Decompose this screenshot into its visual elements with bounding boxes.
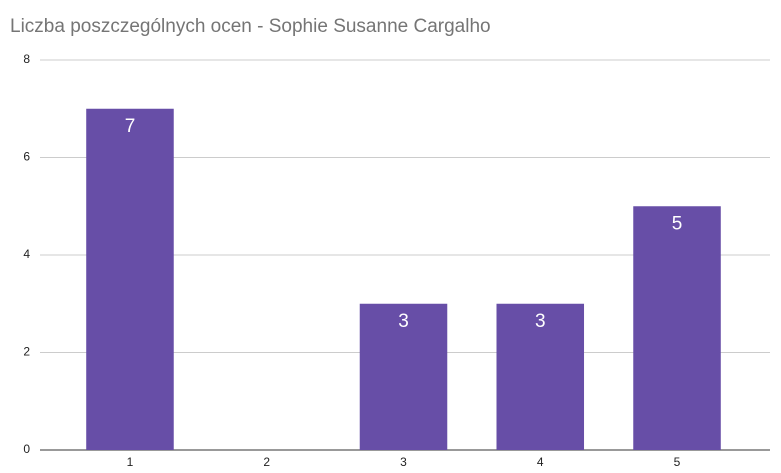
y-tick-label: 2 xyxy=(23,345,30,359)
x-tick-label: 5 xyxy=(674,455,681,469)
x-tick-label: 4 xyxy=(537,455,544,469)
bar xyxy=(633,206,721,450)
y-tick-label: 0 xyxy=(23,442,30,456)
x-tick-label: 3 xyxy=(400,455,407,469)
bar xyxy=(496,303,585,450)
y-tick-label: 6 xyxy=(23,150,30,164)
data-label: 5 xyxy=(672,213,683,234)
data-label: 7 xyxy=(125,116,136,137)
data-label: 3 xyxy=(535,311,546,332)
chart-title: Liczba poszczególnych ocen - Sophie Susa… xyxy=(10,16,491,37)
bar xyxy=(86,108,174,450)
y-tick-label: 8 xyxy=(23,52,30,66)
x-tick-label: 1 xyxy=(127,455,134,469)
x-tick-label: 2 xyxy=(263,455,270,469)
data-label: 3 xyxy=(398,311,409,332)
y-tick-label: 4 xyxy=(23,247,30,261)
bar xyxy=(359,303,448,450)
